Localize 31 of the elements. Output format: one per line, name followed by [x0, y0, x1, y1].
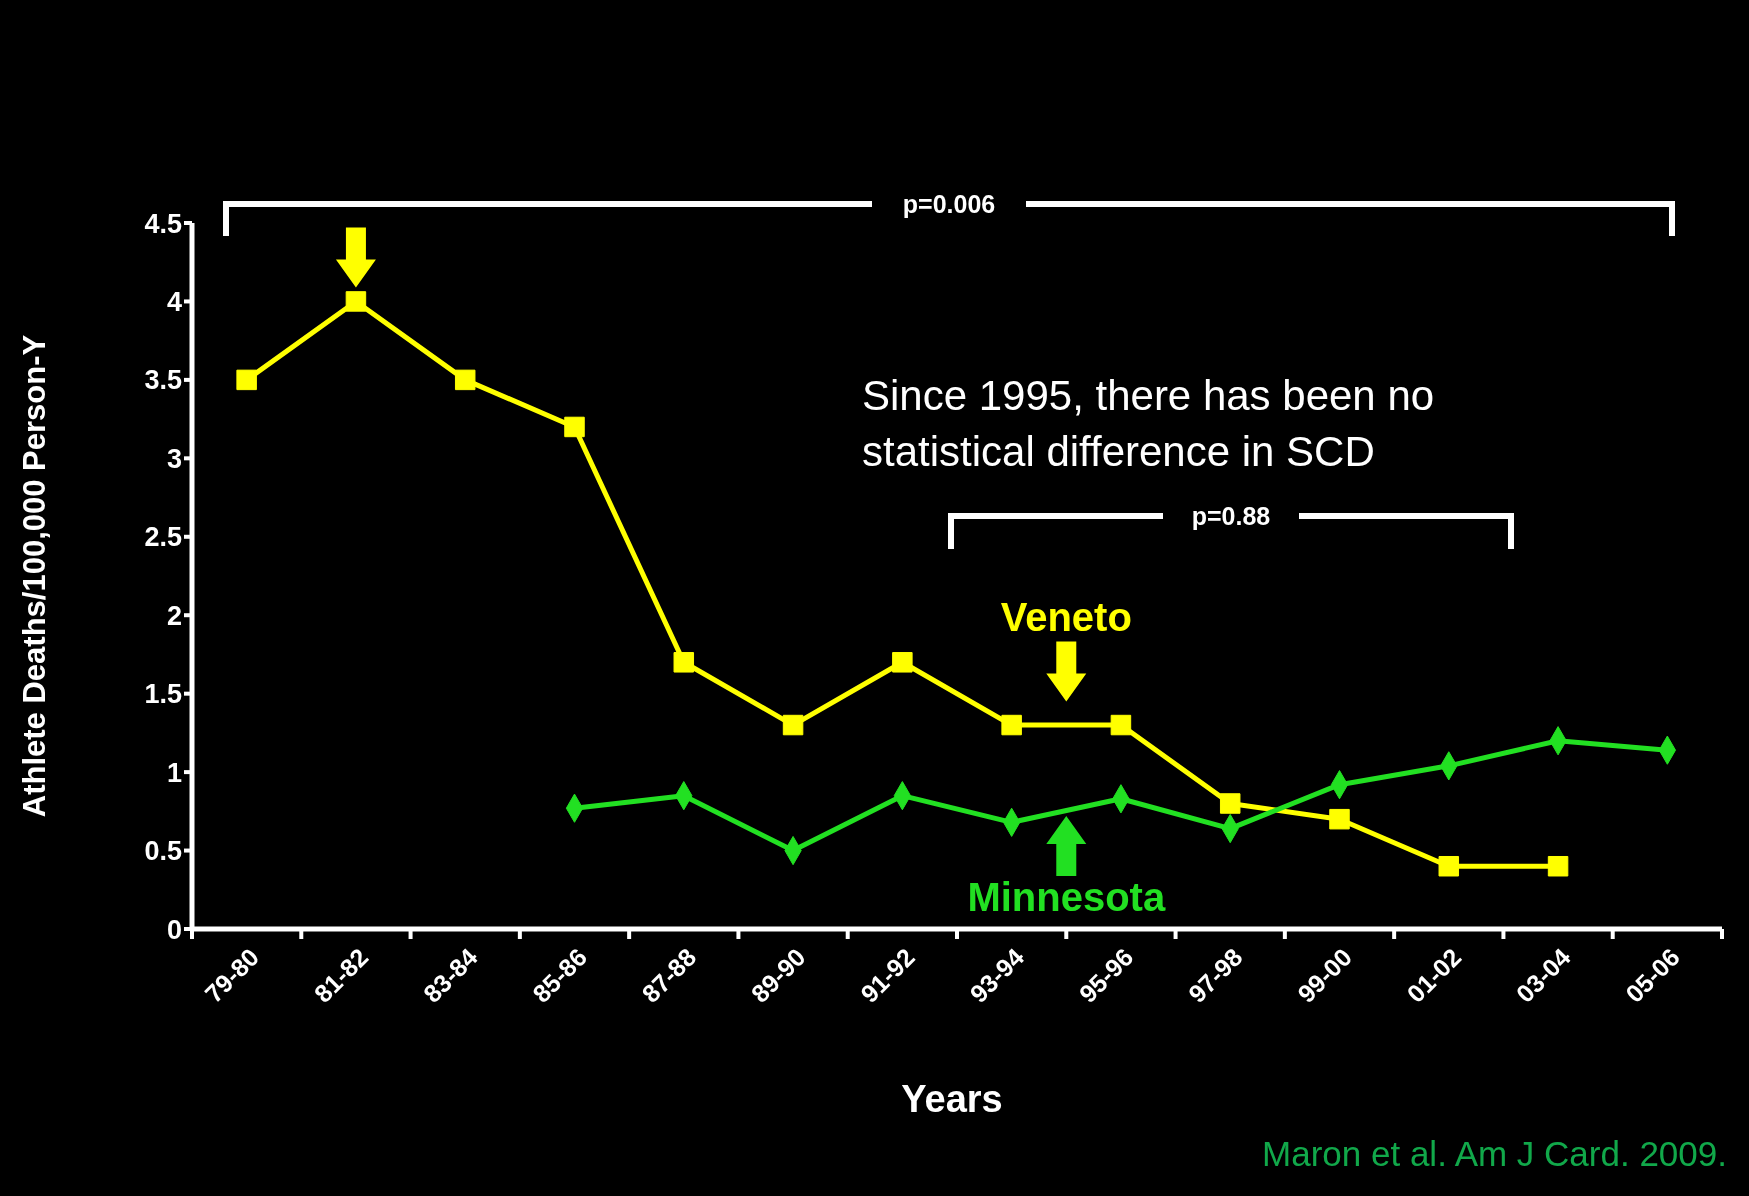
y-tick-label: 0.5	[144, 836, 182, 867]
annotation: p=0.88	[1191, 502, 1271, 530]
point	[782, 714, 804, 736]
point	[564, 416, 585, 438]
y-tick-label: 0	[166, 914, 182, 945]
point	[892, 652, 913, 673]
point	[236, 369, 257, 391]
y-tick-label: 3	[166, 443, 182, 474]
y-axis-title: Athlete Deaths/100,000 Person-Y	[17, 334, 52, 818]
legend-label: Minnesota	[967, 874, 1166, 919]
y-tick-label: 1	[166, 757, 182, 788]
point	[454, 369, 476, 391]
point	[1547, 856, 1569, 877]
point	[673, 652, 695, 673]
point	[1329, 808, 1350, 830]
x-axis-title: Years	[901, 1078, 1003, 1120]
point	[345, 291, 367, 312]
annotation: Since 1995, there has been no statistical difference in SCD	[862, 371, 1436, 477]
y-tick-label: 4	[166, 287, 182, 318]
point	[1219, 793, 1241, 814]
text: p=0.006	[902, 190, 996, 218]
point	[1001, 714, 1022, 736]
series-label: Veneto	[1000, 595, 1132, 640]
y-tick-label: 2	[166, 600, 182, 631]
y-tick-label: 4.5	[144, 208, 182, 239]
y-tick-label: 3.5	[144, 365, 182, 396]
y-tick-label: 2.5	[144, 522, 182, 553]
y-tick-label: 1.5	[144, 679, 182, 710]
point	[1438, 856, 1460, 877]
point	[1110, 714, 1132, 736]
text: Maron et al. Am J Card. 2009.	[1262, 1134, 1727, 1174]
